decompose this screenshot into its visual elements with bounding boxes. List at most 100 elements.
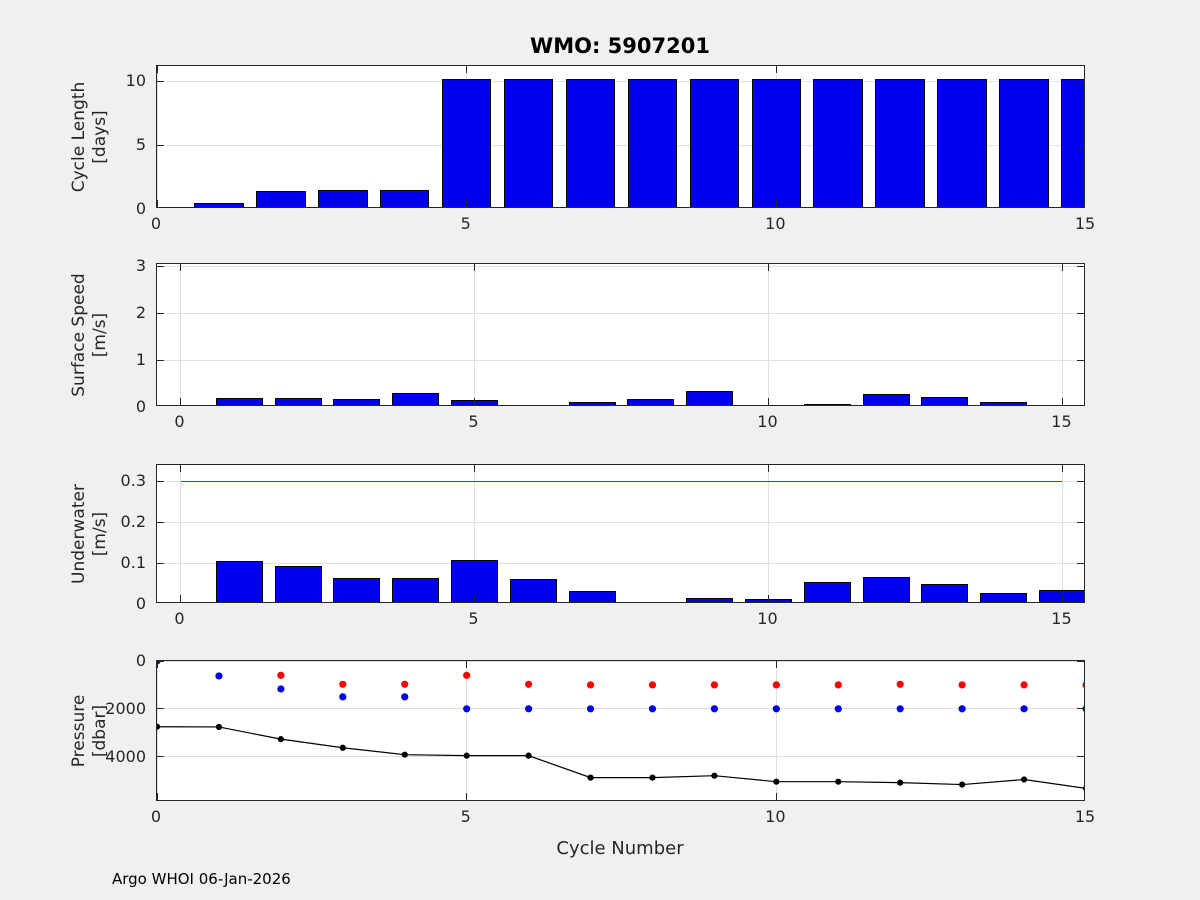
y-tick-label: 0.2 <box>120 512 146 532</box>
gridline <box>180 465 182 602</box>
figure-title: WMO: 5907201 <box>530 34 710 58</box>
gridline <box>767 264 769 405</box>
x-tick-label: 15 <box>1051 609 1072 628</box>
max-pressure-black-line-point <box>897 779 904 786</box>
footer-credit: Argo WHOI 06-Jan-2026 <box>112 870 291 888</box>
blue-dots-point <box>525 705 533 713</box>
bar-cycle-11 <box>813 78 864 207</box>
y-axis-label-pressure: Pressure [dbar] <box>69 694 112 767</box>
bar-cycle-2 <box>274 566 322 602</box>
red-dots-point <box>339 680 347 688</box>
blue-dots-point <box>710 705 719 713</box>
bar-cycle-13 <box>937 78 987 207</box>
max-pressure-black-line-point <box>1020 776 1028 783</box>
y-axis-label-line: Surface Speed <box>68 272 89 397</box>
y-tick <box>157 480 164 482</box>
bar-cycle-4 <box>379 190 430 207</box>
x-tick-label: 0 <box>150 807 162 826</box>
threshold-line <box>180 480 1063 482</box>
y-tick <box>157 708 164 710</box>
bar-cycle-6 <box>509 579 557 602</box>
bar-cycle-11 <box>803 581 851 602</box>
red-dots-point <box>1020 681 1028 689</box>
red-dots-point <box>1082 681 1084 688</box>
y-tick-label: 0.3 <box>120 471 146 491</box>
y-tick <box>157 80 164 82</box>
bar-cycle-12 <box>862 394 910 405</box>
bar-cycle-10 <box>751 78 802 207</box>
max-pressure-black-line-point <box>959 781 966 788</box>
x-tick <box>466 200 468 207</box>
x-tick <box>767 465 769 472</box>
y-tick-label: 4000 <box>105 746 146 766</box>
x-tick <box>180 398 182 405</box>
x-tick-label: 5 <box>468 609 479 628</box>
x-tick <box>180 595 182 602</box>
red-dots-point <box>586 681 595 689</box>
bar-cycle-2 <box>274 397 322 405</box>
max-pressure-black-line-point <box>649 774 656 781</box>
bar-cycle-14 <box>980 592 1028 602</box>
max-pressure-black-line-point <box>339 744 346 751</box>
bar-cycle-4 <box>392 392 440 405</box>
bar-cycle-1 <box>215 397 263 405</box>
y-tick <box>157 144 164 146</box>
y-axis-label-line: [days] <box>90 109 110 164</box>
x-tick <box>775 661 777 668</box>
x-tick-label: 0 <box>174 609 185 628</box>
y-tick <box>157 562 164 564</box>
y-tick <box>1077 756 1084 758</box>
y-tick-label: 1 <box>135 350 146 370</box>
x-tick-label: 5 <box>468 412 479 431</box>
blue-dots-point <box>1020 705 1028 713</box>
x-tick <box>1061 465 1063 472</box>
y-axis-label-line: Cycle Length <box>68 81 89 192</box>
y-tick <box>1077 359 1084 361</box>
max-pressure-black-line-point <box>215 723 223 731</box>
bar-cycle-14 <box>999 78 1049 207</box>
x-tick <box>767 595 769 602</box>
gridline <box>157 521 1084 523</box>
y-tick-label: 0.1 <box>120 553 146 573</box>
gridline <box>157 265 1084 267</box>
x-tick <box>466 66 468 73</box>
max-pressure-black-line-path <box>157 726 1084 789</box>
x-tick-label: 5 <box>460 214 471 233</box>
bar-cycle-12 <box>862 577 910 602</box>
bar-cycle-14 <box>980 401 1028 405</box>
y-tick <box>1077 312 1084 314</box>
max-pressure-black-line-point <box>835 778 842 785</box>
y-tick <box>157 359 164 361</box>
x-tick <box>157 661 158 668</box>
y-tick <box>1077 265 1084 267</box>
x-tick-label: 15 <box>1074 214 1096 233</box>
max-pressure-black-line-point <box>587 774 594 781</box>
y-tick <box>1077 708 1084 710</box>
bar-cycle-3 <box>333 399 381 405</box>
x-tick <box>180 264 182 271</box>
bar-cycle-7 <box>568 401 616 405</box>
y-tick <box>1077 80 1084 82</box>
blue-dots-point <box>215 672 223 680</box>
bar-cycle-15 <box>1061 78 1084 207</box>
y-axis-label-line: Underwater <box>68 483 89 584</box>
x-tick <box>1061 264 1063 271</box>
red-dots-point <box>834 681 842 689</box>
blue-dots-point <box>958 705 966 713</box>
y-tick-label: 0 <box>135 651 146 670</box>
y-tick <box>157 756 164 758</box>
x-tick <box>157 200 158 207</box>
red-dots-point <box>463 671 471 679</box>
x-tick-label: 15 <box>1051 412 1072 431</box>
bar-cycle-9 <box>686 391 734 405</box>
gridline <box>157 66 158 207</box>
x-tick <box>474 595 475 602</box>
blue-dots-point <box>772 705 780 713</box>
x-tick-label: 10 <box>757 609 778 628</box>
red-dots-point <box>896 680 904 688</box>
y-tick <box>1077 661 1084 662</box>
blue-dots-point <box>401 693 409 701</box>
y-tick-label: 0 <box>135 594 146 613</box>
y-axis-label-line: Pressure <box>68 694 89 767</box>
